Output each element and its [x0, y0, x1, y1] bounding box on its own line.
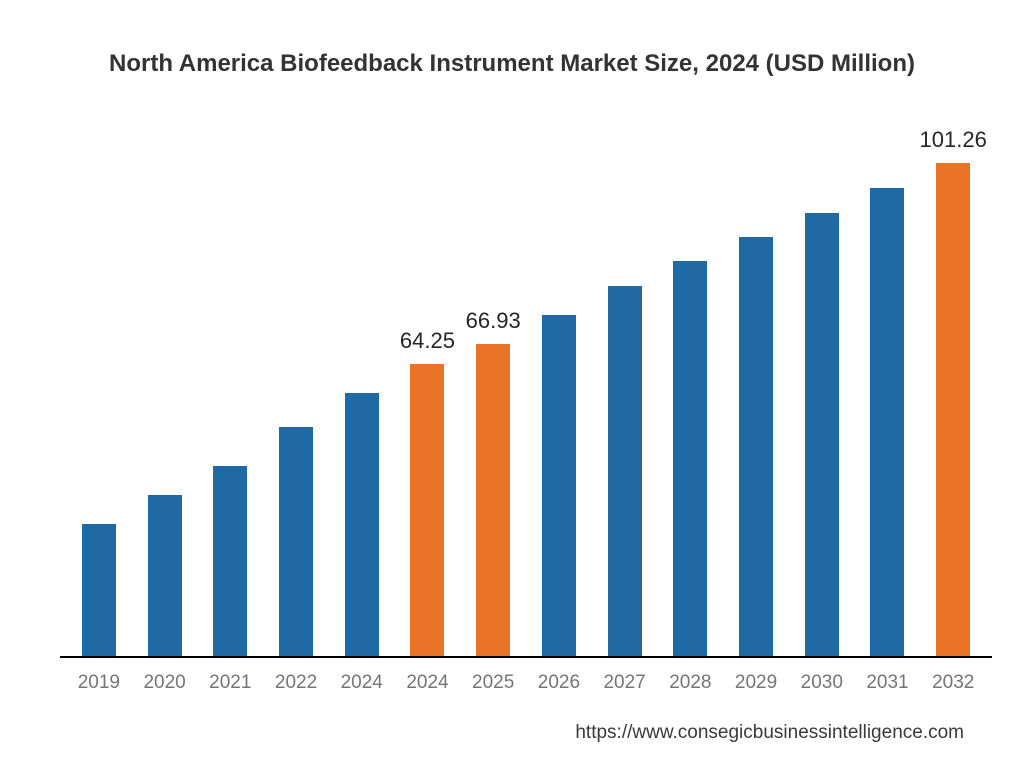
bar-slot: 101.26 — [920, 120, 986, 656]
bar — [936, 163, 970, 656]
x-axis-label: 2032 — [920, 672, 986, 694]
bar — [213, 466, 247, 656]
x-axis-label: 2028 — [657, 672, 723, 694]
x-axis-label: 2020 — [132, 672, 198, 694]
bar — [805, 213, 839, 656]
bar-value-label: 101.26 — [920, 127, 987, 153]
bar — [608, 286, 642, 656]
bar — [476, 344, 510, 656]
x-axis-label: 2021 — [197, 672, 263, 694]
x-axis-label: 2027 — [592, 672, 658, 694]
source-link: https://www.consegicbusinessintelligence… — [0, 722, 964, 744]
bar-slot: 64.25 — [395, 120, 461, 656]
bar-slot — [592, 120, 658, 656]
bar-slot — [197, 120, 263, 656]
x-axis-label: 2019 — [66, 672, 132, 694]
x-axis-label: 2025 — [460, 672, 526, 694]
bar-slot — [855, 120, 921, 656]
x-axis-line — [60, 656, 992, 658]
bar-slot — [526, 120, 592, 656]
bar-slot — [657, 120, 723, 656]
bar-slot: 66.93 — [460, 120, 526, 656]
bar — [739, 237, 773, 656]
bar-value-label: 66.93 — [466, 308, 521, 334]
bars-container: 64.25 66.93 101.26 — [60, 120, 992, 656]
bar-slot — [66, 120, 132, 656]
chart-page: North America Biofeedback Instrument Mar… — [0, 0, 1024, 768]
bar — [345, 393, 379, 656]
bar-slot — [329, 120, 395, 656]
bar-slot — [789, 120, 855, 656]
bar-value-label: 64.25 — [400, 328, 455, 354]
bar — [410, 364, 444, 656]
bar — [148, 495, 182, 656]
bar — [870, 188, 904, 656]
bar — [279, 427, 313, 656]
plot-area: 64.25 66.93 101.26 — [60, 120, 992, 658]
bar-slot — [723, 120, 789, 656]
x-axis-label: 2030 — [789, 672, 855, 694]
x-axis-labels: 2019202020212022202420242025202620272028… — [60, 672, 992, 694]
x-axis-label: 2024 — [395, 672, 461, 694]
x-axis-label: 2026 — [526, 672, 592, 694]
x-axis-label: 2031 — [855, 672, 921, 694]
bar-slot — [263, 120, 329, 656]
x-axis-label: 2022 — [263, 672, 329, 694]
bar — [673, 261, 707, 656]
x-axis-label: 2029 — [723, 672, 789, 694]
bar-slot — [132, 120, 198, 656]
bar — [542, 315, 576, 656]
bar — [82, 524, 116, 656]
chart-title: North America Biofeedback Instrument Mar… — [0, 50, 1024, 78]
x-axis-label: 2024 — [329, 672, 395, 694]
